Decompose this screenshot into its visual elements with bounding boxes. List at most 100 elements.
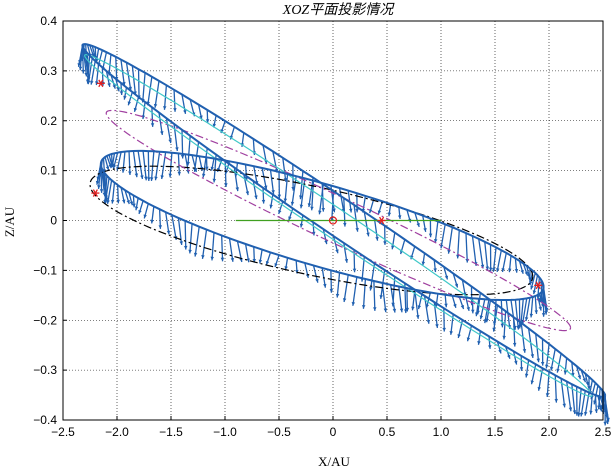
vector-arrowhead	[144, 176, 148, 181]
y-tick-label: −0.4	[33, 413, 57, 427]
vector-arrowhead	[449, 331, 453, 335]
vector-arrowhead	[568, 407, 573, 412]
marker-asterisk	[534, 281, 543, 290]
y-tick-label: −0.1	[33, 263, 57, 277]
vector-arrowhead	[329, 289, 334, 293]
vector-arrow	[125, 62, 132, 91]
vector-arrow	[177, 217, 183, 246]
vector-arrowhead	[498, 349, 502, 354]
vector-arrowhead	[524, 373, 529, 378]
vector-arrowhead	[344, 258, 349, 263]
vector-arrowhead	[603, 421, 607, 426]
vector-arrowhead	[447, 249, 451, 254]
vector-arrowhead	[485, 266, 490, 271]
vector-arrow	[147, 76, 153, 106]
vector-arrow	[154, 80, 160, 108]
vector-arrowhead	[492, 267, 496, 272]
vector-arrowhead	[230, 257, 235, 262]
vector-arrow	[137, 69, 140, 100]
vector-arrowhead	[105, 166, 110, 171]
vector-arrowhead	[324, 240, 328, 245]
vector-arrow	[373, 218, 379, 241]
vector-arrowhead	[263, 185, 268, 190]
vector-arrow	[161, 152, 167, 180]
vector-arrowhead	[121, 168, 126, 173]
vector-arrowhead	[405, 307, 410, 312]
vector-arrow	[211, 232, 215, 261]
vector-arrow	[165, 211, 170, 235]
vector-arrow	[336, 272, 341, 298]
vector-arrowhead	[183, 110, 187, 114]
vector-arrowhead	[278, 210, 282, 215]
vector-arrowhead	[201, 173, 206, 178]
vector-arrowhead	[351, 301, 356, 306]
vector-arrowhead	[545, 393, 550, 397]
vector-arrowhead	[442, 327, 446, 332]
vector-arrowhead	[369, 209, 373, 214]
vector-arrow	[492, 305, 499, 332]
vector-arrowhead	[519, 367, 524, 371]
vector-arrowhead	[513, 325, 517, 330]
vector-arrowhead	[466, 307, 470, 311]
vector-arrow	[165, 118, 172, 144]
vector-arrowhead	[129, 201, 134, 206]
vector-arrowhead	[179, 241, 183, 245]
vector-arrowhead	[584, 411, 588, 416]
x-tick-label: −1.0	[213, 425, 237, 439]
vector-arrowhead	[488, 267, 493, 272]
vector-arrowhead	[577, 375, 582, 380]
vector-arrowhead	[426, 319, 431, 324]
vector-arrowhead	[512, 342, 517, 347]
y-tick-label: −0.2	[33, 313, 57, 327]
vector-arrowhead	[433, 268, 437, 273]
vector-arrowhead	[530, 354, 535, 358]
vector-arrow	[171, 214, 177, 240]
vector-arrowhead	[355, 227, 359, 232]
vector-arrowhead	[538, 297, 542, 302]
vector-arrowhead	[153, 103, 158, 108]
vector-arrow	[261, 167, 268, 190]
vector-arrowhead	[150, 177, 154, 181]
vector-arrowhead	[375, 236, 379, 241]
vector-arrowhead	[122, 81, 126, 86]
y-axis: −0.4 −0.3 −0.2 −0.1 0 0.1 0.2 0.3 0.4	[33, 14, 67, 427]
vector-arrowhead	[352, 268, 357, 273]
vector-arrowhead	[508, 268, 512, 273]
vector-arrowhead	[127, 101, 132, 106]
vector-arrowhead	[606, 417, 610, 422]
series-line	[99, 149, 545, 301]
vector-arrowhead	[355, 208, 359, 213]
vector-arrowhead	[91, 53, 95, 58]
marker-origin	[328, 216, 338, 225]
vector-arrow	[282, 157, 287, 182]
vector-arrow	[100, 165, 103, 193]
vector-arrowhead	[471, 309, 475, 314]
vector-arrowhead	[128, 171, 132, 176]
vector-arrowhead	[321, 207, 325, 212]
x-tick-label: 0	[330, 425, 337, 439]
vector-arrowhead	[246, 258, 250, 263]
vector-arrowhead	[315, 278, 319, 283]
vector-arrowhead	[403, 309, 408, 314]
x-tick-label: −1.5	[159, 425, 183, 439]
vector-arrowhead	[160, 175, 164, 180]
vector-arrowhead	[492, 321, 497, 326]
vector-arrowhead	[416, 315, 420, 319]
vector-arrow	[597, 387, 601, 410]
vector-arrowhead	[522, 348, 527, 353]
vector-arrowhead	[235, 187, 239, 192]
vector-arrowhead	[95, 81, 99, 86]
vector-arrowhead	[556, 368, 560, 373]
vector-arrowhead	[411, 306, 415, 311]
vector-arrowhead	[283, 177, 288, 182]
vector-arrowhead	[116, 87, 120, 92]
marker-stroke	[92, 189, 98, 197]
marker-stroke	[379, 216, 385, 225]
vector-arrowhead	[528, 277, 532, 282]
vector-arrow	[291, 176, 297, 206]
vector-arrowhead	[177, 171, 182, 176]
vector-arrowhead	[529, 281, 533, 286]
vector-arrow	[86, 55, 91, 84]
vector-arrow	[471, 235, 477, 267]
vector-arrow	[352, 276, 358, 306]
